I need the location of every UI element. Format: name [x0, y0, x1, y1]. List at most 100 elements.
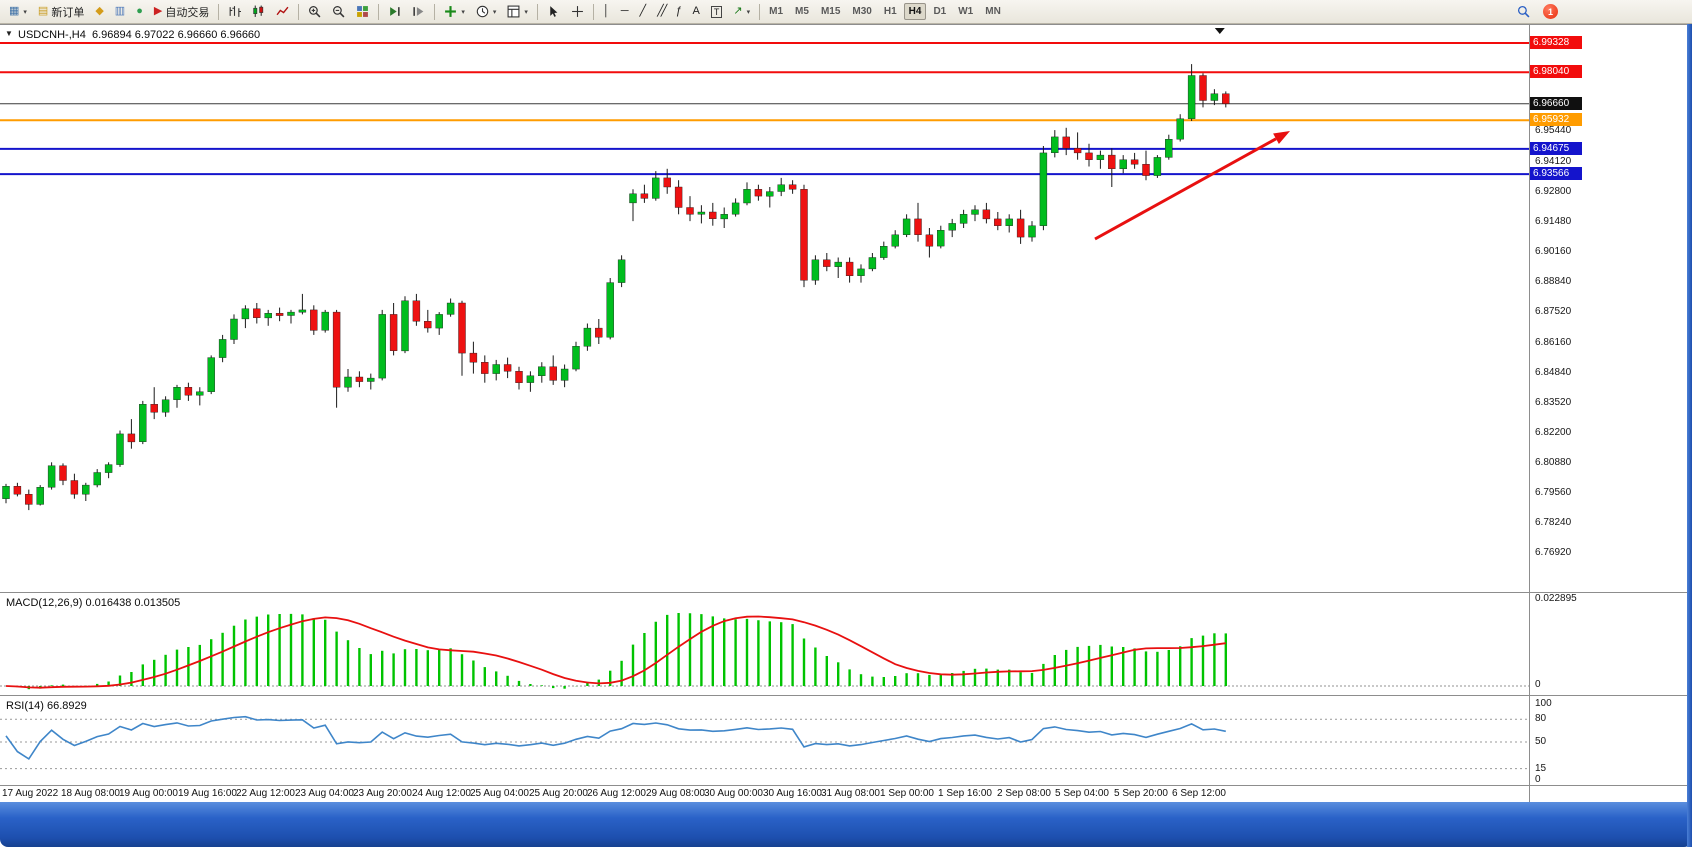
price-axis-label: 6.79560: [1535, 487, 1572, 498]
macd-chart-canvas[interactable]: [0, 593, 1530, 695]
price-axis-label: 6.76920: [1535, 547, 1572, 558]
new-chart-icon: ▦: [9, 5, 20, 17]
price-axis[interactable]: 6.95440 6.94120 6.92800 6.91480 6.90160 6.888…: [1530, 0, 1688, 847]
toolbar-separator: [298, 3, 300, 20]
toolbar-separator: [536, 3, 538, 20]
timeframe-m5-button[interactable]: M5: [790, 3, 814, 20]
toolbar-separator: [759, 3, 761, 20]
tile-windows-button[interactable]: [351, 2, 374, 22]
timeframe-mn-button[interactable]: MN: [980, 3, 1006, 20]
cursor-button[interactable]: [542, 2, 565, 22]
rsi-axis-label: 15: [1535, 763, 1547, 774]
market-watch-icon: ▥: [114, 5, 126, 17]
time-axis-label: 31 Aug 08:00: [821, 788, 880, 799]
timeframe-h4-button[interactable]: H4: [903, 3, 927, 20]
profiles-icon: ◆: [95, 5, 104, 17]
zoom-out-button[interactable]: [327, 2, 350, 22]
indicators-plus-icon: [445, 6, 457, 17]
zoom-in-button[interactable]: [303, 2, 326, 22]
time-axis-label: 1 Sep 00:00: [880, 788, 934, 799]
fibonacci-button[interactable]: ƒ: [670, 2, 686, 22]
timeframe-h1-button[interactable]: H1: [879, 3, 902, 20]
new-chart-button[interactable]: ▦ ▾: [4, 2, 32, 22]
time-axis[interactable]: 17 Aug 2022 18 Aug 08:00 19 Aug 00:00 19 Au…: [0, 786, 1530, 801]
market-watch-button[interactable]: ▥: [110, 2, 130, 22]
new-order-label: 新订单: [51, 6, 85, 19]
text-tool-button[interactable]: A: [688, 2, 705, 22]
macd-title: MACD(12,26,9) 0.016438 0.013505: [6, 597, 181, 609]
time-axis-label: 5 Sep 04:00: [1055, 788, 1109, 799]
rsi-panel[interactable]: RSI(14) 66.8929: [0, 696, 1530, 785]
cursor-icon: [550, 6, 558, 17]
notification-badge[interactable]: 1: [1543, 4, 1558, 19]
timeframe-m15-button[interactable]: M15: [816, 3, 845, 20]
new-order-icon: ▤: [37, 5, 49, 17]
macd-axis-label: 0: [1535, 679, 1541, 690]
price-axis-label: 6.82200: [1535, 427, 1572, 438]
new-order-button[interactable]: ▤ 新订单: [33, 2, 89, 22]
time-axis-label: 1 Sep 16:00: [938, 788, 992, 799]
price-axis-label: 6.87520: [1535, 306, 1572, 317]
price-axis-label: 6.78240: [1535, 517, 1572, 528]
price-axis-label: 6.94120: [1535, 156, 1572, 167]
indicators-button[interactable]: ▾: [439, 2, 470, 22]
channel-icon: ╱╱: [657, 5, 667, 17]
horizontal-line-icon: ─: [620, 5, 629, 17]
chart-bars-button[interactable]: [223, 2, 246, 22]
profiles-button[interactable]: ◆: [90, 2, 108, 22]
time-axis-label: 30 Aug 16:00: [763, 788, 822, 799]
chevron-down-icon: ▾: [746, 8, 751, 16]
time-axis-label: 23 Aug 20:00: [353, 788, 412, 799]
trendline-icon: ╱: [639, 5, 647, 17]
chart-shift-button[interactable]: [407, 2, 430, 22]
auto-trading-button[interactable]: ▶ 自动交易: [149, 2, 214, 22]
auto-scroll-button[interactable]: [383, 2, 406, 22]
price-axis-label: 6.80880: [1535, 457, 1572, 468]
templates-button[interactable]: ▾: [502, 2, 533, 22]
panel-divider: [0, 785, 1692, 786]
price-axis-label: 6.95440: [1535, 125, 1572, 136]
timeframe-m30-button[interactable]: M30: [847, 3, 876, 20]
timeframe-group: M1 M5 M15 M30 H1 H4 D1 W1 MN: [764, 3, 1006, 20]
price-axis-label: 6.83520: [1535, 397, 1572, 408]
price-line-badge: 6.98040: [1530, 65, 1582, 78]
rsi-axis-label: 0: [1535, 774, 1541, 785]
candlestick-chart-icon: [253, 5, 264, 17]
panel-divider[interactable]: [0, 592, 1692, 593]
chart-candles-button[interactable]: [247, 2, 270, 22]
navigator-button[interactable]: ●: [131, 2, 148, 22]
periods-button[interactable]: ▾: [471, 2, 502, 22]
arrows-tool-button[interactable]: ↗ ▾: [728, 2, 755, 22]
timeframe-d1-button[interactable]: D1: [928, 3, 951, 20]
zoom-out-icon: [333, 6, 345, 18]
candlestick-chart-canvas[interactable]: [0, 25, 1530, 592]
time-axis-label: 19 Aug 00:00: [119, 788, 178, 799]
rsi-chart-canvas[interactable]: [0, 696, 1530, 785]
chevron-down-icon: ▾: [492, 8, 497, 16]
chart-shift-icon: [413, 7, 424, 16]
search-button[interactable]: [1512, 1, 1535, 21]
crosshair-icon: [571, 6, 583, 17]
price-axis-label: 6.86160: [1535, 337, 1572, 348]
macd-panel[interactable]: MACD(12,26,9) 0.016438 0.013505: [0, 593, 1530, 695]
trendline-button[interactable]: ╱: [635, 2, 652, 22]
price-axis-label: 6.92800: [1535, 186, 1572, 197]
bar-chart-icon: [229, 6, 242, 17]
timeframe-m1-button[interactable]: M1: [764, 3, 788, 20]
time-axis-label: 25 Aug 20:00: [529, 788, 588, 799]
panel-divider[interactable]: [0, 695, 1692, 696]
main-chart-panel[interactable]: ▼ USDCNH-,H4 6.96894 6.97022 6.96660 6.9…: [0, 25, 1530, 592]
vertical-line-button[interactable]: │: [598, 2, 615, 22]
price-axis-label: 6.84840: [1535, 367, 1572, 378]
horizontal-line-button[interactable]: ─: [616, 2, 634, 22]
line-chart-icon: [276, 6, 289, 16]
channel-button[interactable]: ╱╱: [652, 2, 669, 22]
crosshair-button[interactable]: [566, 2, 589, 22]
timeframe-w1-button[interactable]: W1: [953, 3, 978, 20]
vertical-line-icon: │: [602, 5, 610, 17]
time-axis-label: 5 Sep 20:00: [1114, 788, 1168, 799]
collapse-chart-toggle[interactable]: ▼: [5, 29, 13, 38]
chart-line-button[interactable]: [271, 2, 294, 22]
label-tool-button[interactable]: T: [706, 2, 728, 22]
